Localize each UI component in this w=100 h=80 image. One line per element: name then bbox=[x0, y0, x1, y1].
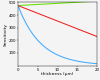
Y-axis label: Sensitivity: Sensitivity bbox=[4, 22, 8, 46]
X-axis label: thickness (µm): thickness (µm) bbox=[41, 72, 74, 76]
